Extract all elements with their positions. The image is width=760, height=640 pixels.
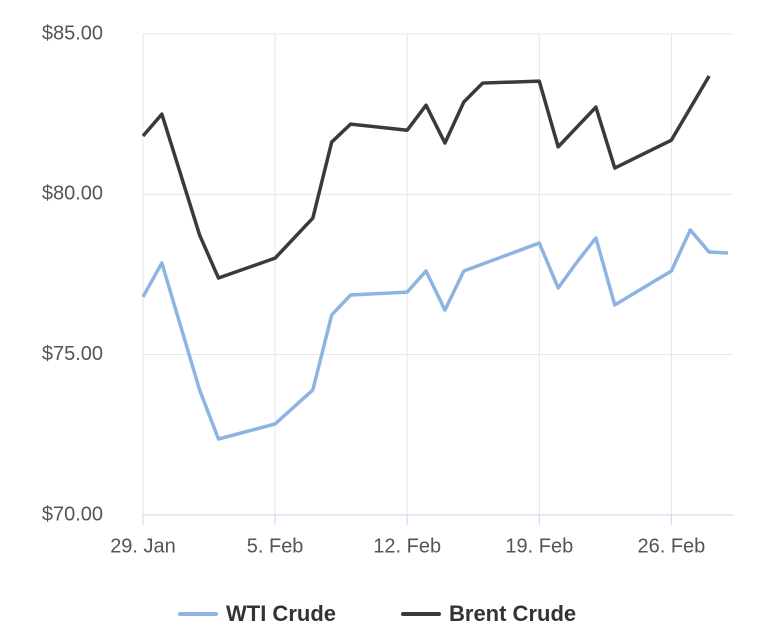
x-tick-label: 29. Jan [110, 535, 176, 557]
series-line [141, 75, 711, 280]
x-tick-label: 5. Feb [247, 535, 304, 557]
x-tick-label: 19. Feb [505, 535, 573, 557]
legend-label: Brent Crude [449, 601, 576, 626]
y-tick-label: $75.00 [42, 343, 103, 365]
y-tick-label: $70.00 [42, 503, 103, 525]
y-tick-label: $80.00 [42, 183, 103, 205]
x-tick-label: 12. Feb [373, 535, 441, 557]
x-tick-label: 26. Feb [637, 535, 705, 557]
legend-label: WTI Crude [226, 601, 336, 626]
y-tick-label: $85.00 [42, 22, 103, 44]
series-line [141, 228, 729, 441]
